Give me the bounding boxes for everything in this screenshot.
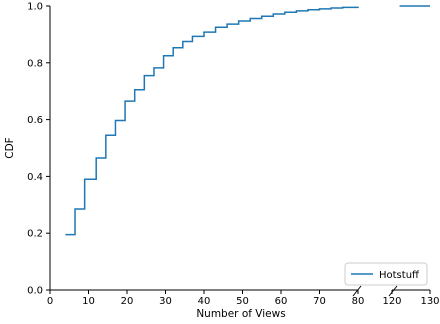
x-tick-label: 10 [82, 296, 95, 307]
legend-label: Hotstuff [379, 270, 420, 281]
x-tick-label: 60 [275, 296, 288, 307]
series-line-hotstuff [65, 6, 359, 236]
axes [49, 6, 430, 297]
x-tick-label: 20 [121, 296, 134, 307]
axis-break-mark-right [388, 285, 398, 297]
y-tick-label: 0.4 [27, 172, 43, 183]
axis-break-mark-left [352, 285, 362, 297]
legend: Hotstuff [344, 262, 428, 286]
x-tick-label: 130 [420, 296, 439, 307]
x-tick-label: 0 [47, 296, 53, 307]
x-tick-label: 70 [313, 296, 326, 307]
y-ticks: 0.0 0.2 0.4 0.6 0.8 1.0 [27, 2, 50, 297]
x-axis-label: Number of Views [196, 308, 285, 320]
y-tick-label: 0.0 [27, 286, 43, 297]
x-ticks: 0 10 20 30 40 50 60 70 80 120 130 [47, 290, 440, 307]
x-tick-label: 30 [159, 296, 172, 307]
x-tick-label: 40 [198, 296, 211, 307]
y-tick-label: 0.8 [27, 58, 43, 69]
x-tick-label: 80 [352, 296, 365, 307]
legend-box [344, 262, 428, 286]
y-axis-label: CDF [4, 137, 16, 158]
y-tick-label: 0.6 [27, 115, 43, 126]
y-tick-label: 1.0 [27, 2, 43, 13]
y-tick-label: 0.2 [27, 229, 43, 240]
x-tick-label: 120 [382, 296, 401, 307]
series-layer [65, 5, 430, 236]
x-tick-label: 50 [236, 296, 249, 307]
